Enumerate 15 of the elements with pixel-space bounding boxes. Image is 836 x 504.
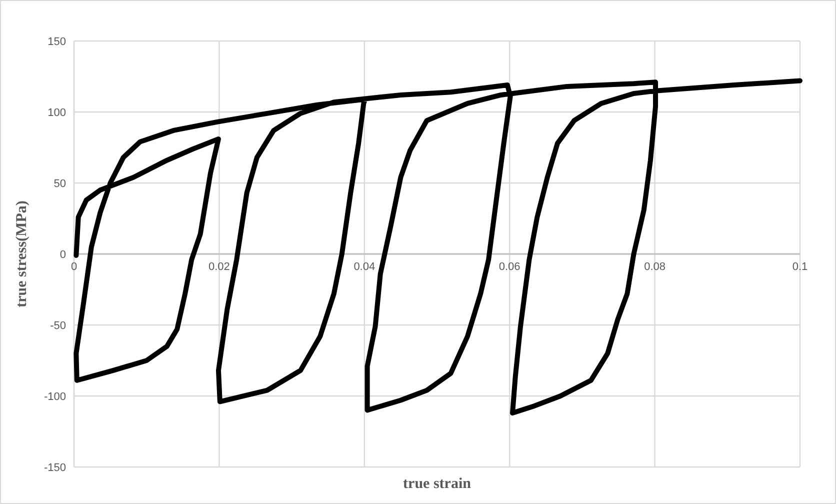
y-tick-label: 100	[48, 106, 66, 119]
y-tick-label: -150	[44, 462, 66, 474]
y-axis-title: true stress(MPa)	[14, 200, 30, 308]
x-tick-label: 0.02	[208, 261, 230, 273]
y-tick-label: -100	[44, 390, 66, 403]
x-axis-title: true strain	[403, 476, 472, 492]
x-tick-label: 0.1	[792, 261, 808, 273]
x-tick-label: 0.04	[354, 261, 376, 273]
x-tick-label: 0	[70, 261, 78, 273]
x-tick-label: 0.06	[498, 261, 520, 273]
y-tick-label: 150	[48, 36, 66, 48]
y-tick-label: -50	[50, 320, 66, 332]
x-tick-label: 0.08	[644, 261, 666, 273]
y-tick-label: 50	[54, 178, 66, 190]
y-tick-label: 0	[60, 248, 66, 261]
